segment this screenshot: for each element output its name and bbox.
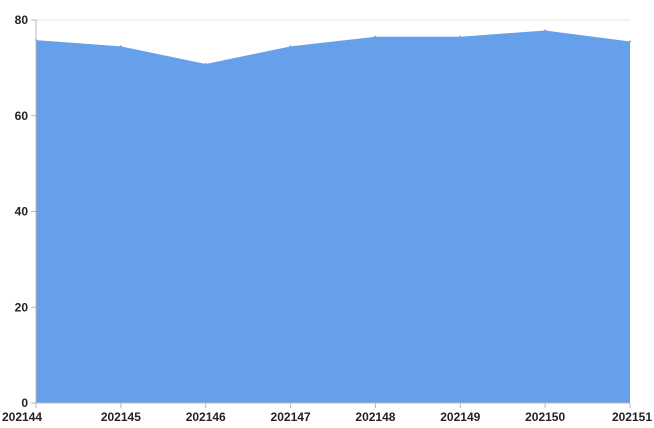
x-tick-label: 202150 xyxy=(525,410,565,424)
data-point-202151 xyxy=(629,40,631,43)
y-tick-label: 20 xyxy=(15,300,29,314)
y-axis-ticks: 0 20 40 60 80 xyxy=(15,13,36,410)
x-tick-label: 202149 xyxy=(440,410,480,424)
x-tick-label: 202146 xyxy=(186,410,226,424)
data-point-202149 xyxy=(459,35,462,38)
plot-area xyxy=(35,29,631,403)
data-point-202150 xyxy=(544,29,547,32)
area-series xyxy=(36,30,630,403)
data-point-202145 xyxy=(119,45,122,48)
x-tick-label: 202148 xyxy=(355,410,395,424)
y-tick-label: 0 xyxy=(21,396,28,410)
data-point-202146 xyxy=(204,63,207,66)
x-axis-ticks: 202144 202145 202146 202147 202148 202149 2021… xyxy=(2,403,652,424)
y-tick-label: 60 xyxy=(15,109,29,123)
x-tick-label: 202147 xyxy=(271,410,311,424)
y-tick-label: 80 xyxy=(15,13,29,27)
x-tick-label: 202145 xyxy=(101,410,141,424)
data-point-202148 xyxy=(374,35,377,38)
data-point-202147 xyxy=(289,45,292,48)
y-tick-label: 40 xyxy=(15,205,29,219)
x-tick-label: 202144 xyxy=(2,410,42,424)
x-tick-label: 202151 xyxy=(612,410,652,424)
